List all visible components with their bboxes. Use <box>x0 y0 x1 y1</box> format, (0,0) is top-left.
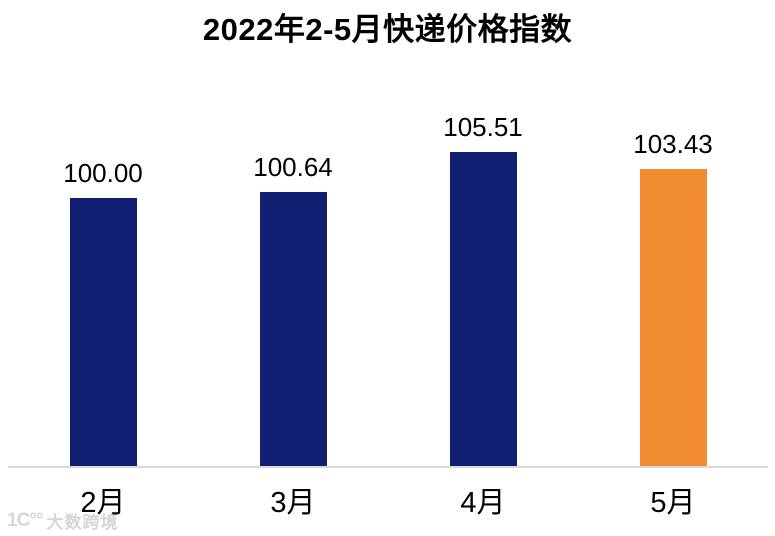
watermark-brand-text: 大数跨境 <box>46 513 119 532</box>
bar-5月: 103.43 <box>633 129 713 466</box>
plot-area: 100.00 100.64 105.51 103.43 <box>8 112 768 466</box>
watermark: 1C°° 大数跨境 <box>7 508 118 533</box>
bar-slot: 100.64 <box>198 114 388 466</box>
chart-title: 2022年2-5月快递价格指数 <box>202 12 573 47</box>
value-label: 100.64 <box>253 152 333 183</box>
x-axis-label-4月: 4月 <box>460 487 506 519</box>
value-label: 103.43 <box>633 129 713 160</box>
x-axis-labels: 2月 3月 4月 5月 <box>8 479 768 521</box>
x-axis-label-5月: 5月 <box>650 487 696 519</box>
value-label: 105.51 <box>443 111 523 142</box>
bar-slot: 103.43 <box>578 114 768 466</box>
x-axis-label-3月: 3月 <box>270 487 316 519</box>
bar-4月: 105.51 <box>443 112 523 466</box>
x-axis-line <box>8 466 768 468</box>
bar-3月: 100.64 <box>253 152 333 466</box>
bar-slot: 100.00 <box>8 114 198 466</box>
value-label: 100.00 <box>63 157 143 188</box>
bar-2月: 100.00 <box>63 158 143 466</box>
x-axis-label-2月: 2月 <box>80 487 126 519</box>
bar-slot: 105.51 <box>388 112 578 466</box>
watermark-logo-icon: 1C°° <box>7 509 43 531</box>
